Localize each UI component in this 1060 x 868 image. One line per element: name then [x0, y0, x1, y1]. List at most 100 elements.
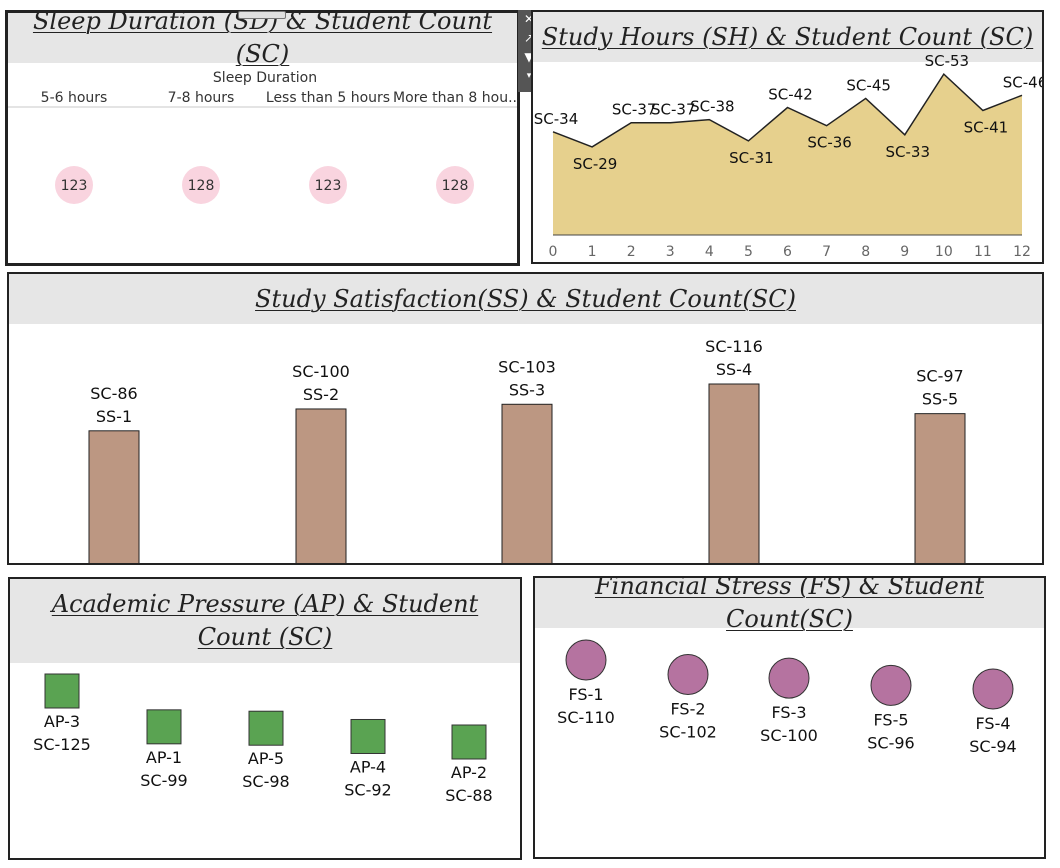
satisfaction-category-label: SS-4 [716, 360, 752, 379]
study-hours-tick-label: 11 [974, 244, 992, 260]
pressure-category-label: AP-1 [146, 748, 182, 767]
pressure-value-label: SC-92 [344, 780, 391, 799]
sleep-category-label: Less than 5 hours [266, 90, 390, 106]
financial-category-label: FS-1 [568, 685, 603, 704]
satisfaction-bar [914, 413, 966, 563]
financial-value-label: SC-100 [760, 726, 818, 745]
sleep-value-label: 128 [442, 178, 469, 194]
financial-category-label: FS-3 [771, 703, 806, 722]
sleep-category-label: More than 8 hou.. [393, 90, 517, 106]
study-hours-tick-label: 0 [549, 244, 558, 260]
study-hours-data-label: SC-38 [690, 98, 735, 116]
financial-category-label: FS-4 [975, 714, 1010, 733]
popout-icon[interactable]: ↗ [523, 31, 535, 45]
satisfaction-value-label: SC-86 [90, 384, 137, 403]
satisfaction-bar [295, 408, 347, 563]
pressure-marker [248, 710, 284, 746]
academic-pressure-panel[interactable]: Academic Pressure (AP) & Student Count (… [8, 577, 522, 860]
sleep-category-label: 5-6 hours [41, 90, 108, 106]
pressure-category-label: AP-3 [44, 712, 80, 731]
sleep-category-label: 7-8 hours [168, 90, 235, 106]
financial-stress-title: Financial Stress (FS) & Student Count(SC… [535, 578, 1044, 633]
pressure-value-label: SC-88 [445, 786, 492, 805]
sleep-value-label: 128 [188, 178, 215, 194]
pressure-category-label: AP-2 [451, 763, 487, 782]
satisfaction-value-label: SC-100 [292, 362, 350, 381]
sleep-value-label: 123 [315, 178, 342, 194]
sleep-duration-title: Sleep Duration (SD) & Student Count (SC) [8, 13, 517, 68]
pressure-value-label: SC-99 [140, 771, 187, 790]
financial-marker [768, 657, 810, 699]
financial-category-label: FS-2 [670, 700, 705, 719]
study-satisfaction-title: Study Satisfaction(SS) & Student Count(S… [9, 274, 1042, 324]
study-hours-data-label: SC-29 [573, 155, 618, 173]
study-hours-tick-label: 7 [822, 244, 831, 260]
sleep-marker [55, 166, 93, 204]
financial-marker [972, 668, 1014, 710]
sleep-marker [182, 166, 220, 204]
academic-pressure-title: Academic Pressure (AP) & Student Count (… [10, 579, 520, 663]
study-hours-data-label: SC-37 [612, 101, 657, 119]
financial-value-label: SC-102 [659, 723, 717, 742]
study-hours-data-label: SC-37 [651, 101, 696, 119]
study-hours-tick-label: 5 [744, 244, 753, 260]
study-satisfaction-chart: SC-86 SS-1 SC-100 SS-2 SC-103 SS-3 SC-116 SS-4 S… [88, 337, 966, 563]
study-hours-chart: 0 1 2 3 4 5 6 7 8 9 10 11 12SC-34SC-29SC-37SC-37SC-3… [534, 52, 1044, 260]
drag-handle[interactable] [238, 11, 286, 19]
study-hours-line [552, 72, 1023, 148]
sleep-marker [436, 166, 474, 204]
study-hours-tick-label: 2 [627, 244, 636, 260]
study-hours-data-label: SC-41 [964, 119, 1009, 137]
study-hours-data-label: SC-33 [886, 143, 931, 161]
pressure-value-label: SC-125 [33, 735, 91, 754]
satisfaction-bar [708, 383, 760, 563]
study-hours-tick-label: 6 [783, 244, 792, 260]
academic-pressure-chart: AP-3 SC-125 AP-1 SC-99 AP-5 SC-98 AP-4 SC-92 AP-… [33, 673, 493, 805]
pressure-value-label: SC-98 [242, 772, 289, 791]
sleep-marker [309, 166, 347, 204]
study-hours-tick-label: 4 [705, 244, 714, 260]
satisfaction-value-label: SC-116 [705, 337, 763, 356]
pressure-category-label: AP-5 [248, 749, 284, 768]
satisfaction-category-label: SS-5 [922, 390, 958, 409]
sleep-duration-panel[interactable]: Sleep Duration (SD) & Student Count (SC)… [5, 10, 520, 266]
financial-value-label: SC-110 [557, 708, 615, 727]
pressure-marker [146, 709, 182, 745]
study-hours-data-label: SC-36 [807, 134, 852, 152]
financial-marker [565, 639, 607, 681]
satisfaction-category-label: SS-1 [96, 407, 132, 426]
pressure-marker [44, 673, 80, 709]
filter-icon[interactable]: ▼ [524, 50, 534, 64]
study-hours-title: Study Hours (SH) & Student Count (SC) [533, 12, 1042, 62]
study-hours-panel[interactable]: Study Hours (SH) & Student Count (SC) 0 1… [531, 10, 1044, 264]
satisfaction-bar [501, 403, 553, 563]
satisfaction-category-label: SS-3 [509, 380, 545, 399]
satisfaction-value-label: SC-97 [916, 367, 963, 386]
sleep-header-label: Sleep Duration [213, 70, 317, 86]
satisfaction-value-label: SC-103 [498, 357, 556, 376]
sleep-duration-chart: Sleep Duration 5-6 hours 123 7-8 hours 128 Le… [8, 70, 517, 204]
financial-value-label: SC-94 [969, 737, 1016, 756]
financial-value-label: SC-96 [867, 733, 914, 752]
pressure-marker [350, 718, 386, 754]
study-hours-data-label: SC-34 [534, 110, 579, 128]
study-satisfaction-panel[interactable]: Study Satisfaction(SS) & Student Count(S… [7, 272, 1044, 565]
study-hours-tick-label: 3 [666, 244, 675, 260]
satisfaction-bar [88, 430, 140, 563]
financial-marker [667, 654, 709, 695]
study-hours-tick-label: 10 [935, 244, 953, 260]
financial-marker [870, 664, 912, 706]
study-hours-tick-label: 12 [1013, 244, 1031, 260]
study-hours-data-label: SC-42 [768, 85, 813, 103]
sleep-value-label: 123 [61, 178, 88, 194]
financial-category-label: FS-5 [873, 710, 908, 729]
financial-stress-chart: FS-1 SC-110 FS-2 SC-102 FS-3 SC-100 FS-5 SC-96 F… [557, 639, 1017, 756]
pressure-category-label: AP-4 [350, 757, 386, 776]
study-hours-data-label: SC-46 [1003, 73, 1044, 91]
caret-down-icon[interactable]: ▾ [526, 71, 532, 81]
close-icon[interactable]: ✕ [523, 12, 535, 26]
study-hours-data-label: SC-31 [729, 149, 774, 167]
study-hours-tick-label: 9 [900, 244, 909, 260]
study-hours-data-label: SC-45 [846, 76, 891, 94]
financial-stress-panel[interactable]: Financial Stress (FS) & Student Count(SC… [533, 576, 1046, 859]
